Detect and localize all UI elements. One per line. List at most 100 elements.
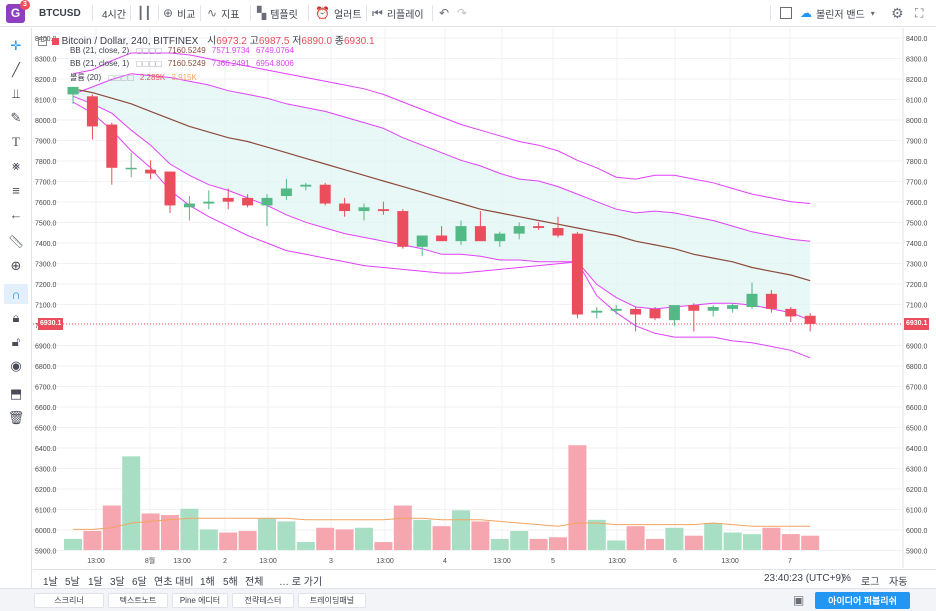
main-legend[interactable]: − Bitcoin / Dollar, 240, BITFINEX 시6973.…: [38, 32, 375, 47]
ruler-tool[interactable]: 📏︎: [4, 232, 28, 252]
percent-toggle[interactable]: %: [842, 573, 851, 584]
bb2-legend[interactable]: BB (21, close, 1) ▢▢▢▢ 7160.5249 7366.24…: [70, 59, 294, 68]
y-tick-label-left: 7600.0: [35, 200, 57, 207]
bollinger-lower-2: [72, 101, 811, 359]
symbol-search[interactable]: BTCUSD: [39, 7, 81, 19]
bb1-legend[interactable]: BB (21, close, 2) ▢▢▢▢ 7160.5249 7571.97…: [70, 46, 294, 55]
trash-icon: 🗑︎: [7, 410, 25, 425]
divider: [92, 5, 93, 21]
tab-strategy-tester[interactable]: 전략테스터: [232, 593, 294, 608]
range-5y[interactable]: 5해: [223, 577, 238, 588]
volume-bar: [704, 523, 723, 550]
x-tick-label: 13:00: [721, 558, 739, 565]
bb2-value-3: 6954.8006: [255, 59, 294, 68]
unlock-tool[interactable]: 🔓︎: [4, 332, 28, 352]
x-tick-label: 7: [788, 558, 792, 565]
trash-tool[interactable]: 🗑︎: [4, 408, 28, 428]
volume-bar: [452, 510, 470, 550]
indicators-button[interactable]: ∿ 지표: [207, 0, 239, 26]
tab-screener[interactable]: 스크리너: [34, 593, 104, 608]
tab-trading-panel[interactable]: 트레이딩패널: [298, 593, 366, 608]
trendline-tool[interactable]: ╱: [4, 60, 28, 80]
volume-bar: [762, 527, 781, 550]
layers-tool[interactable]: ⬒: [4, 384, 28, 404]
y-tick-label-left: 7200.0: [35, 282, 57, 289]
undo-icon: ↶: [439, 6, 450, 20]
volume-legend[interactable]: 볼륨 (20) ▢▢▢▢ 2.289K 3.915K: [70, 72, 197, 83]
tab-pine-editor[interactable]: Pine 에디터: [172, 593, 228, 608]
lock-icon: 🔒︎: [12, 310, 20, 325]
lock-tool[interactable]: 🔒︎: [4, 308, 28, 328]
candle-body: [474, 226, 486, 242]
eye-icon: ◉: [10, 358, 22, 373]
y-tick-label-left: 7300.0: [35, 262, 57, 269]
log-toggle[interactable]: 로그: [861, 577, 880, 588]
y-tick-label-left: 6100.0: [35, 508, 57, 515]
volume-bar: [122, 456, 141, 550]
back-tool[interactable]: ←: [4, 204, 28, 224]
candle-body: [222, 197, 234, 202]
publish-idea-button[interactable]: 아이디어 퍼블리쉬: [815, 592, 910, 609]
templates-label: 템플릿: [270, 9, 298, 21]
x-tick-label: 13:00: [259, 558, 277, 565]
goto-date-button[interactable]: … 로 가기: [279, 577, 323, 588]
magnet-tool[interactable]: ∩: [4, 284, 28, 304]
layout-checkbox[interactable]: [780, 0, 792, 26]
alerts-button[interactable]: ⏰ 얼러트: [315, 0, 362, 26]
alerts-label: 얼러트: [333, 9, 362, 21]
text-tool[interactable]: T: [4, 132, 28, 152]
compare-button[interactable]: ⊕ 비교: [163, 0, 195, 26]
range-all[interactable]: 전체: [245, 577, 264, 588]
templates-button[interactable]: ▚ 템플릿: [257, 0, 298, 26]
x-tick-label: 13:00: [608, 558, 626, 565]
x-tick-label: 13:00: [173, 558, 191, 565]
candle-body: [610, 308, 622, 311]
series-swatch: [51, 37, 59, 45]
range-1m[interactable]: 1달: [88, 577, 103, 588]
y-tick-label-right: 6100.0: [906, 508, 928, 515]
y-tick-label-right: 5900.0: [906, 549, 928, 556]
fullscreen-button[interactable]: ⛶: [915, 0, 927, 26]
pitchfork-tool[interactable]: ⫫: [4, 84, 28, 104]
candle-body: [649, 308, 661, 319]
volume-bar: [355, 527, 373, 550]
collapse-icon[interactable]: −: [38, 36, 47, 46]
redo-button[interactable]: ↷: [457, 0, 471, 26]
candle-body: [67, 86, 79, 95]
range-1d[interactable]: 1날: [43, 577, 58, 588]
visibility-tool[interactable]: ◉: [4, 356, 28, 376]
clock[interactable]: 23:40:23 (UTC+9): [764, 573, 845, 584]
y-tick-label-right: 8300.0: [906, 57, 928, 64]
camera-icon[interactable]: ▣: [793, 593, 805, 607]
candle-body: [203, 201, 215, 204]
plus-circle-icon: ⊕: [163, 6, 174, 20]
range-5d[interactable]: 5날: [65, 577, 80, 588]
volume-bar: [296, 542, 315, 550]
chart-style-button[interactable]: ┃┃: [137, 0, 155, 26]
replay-button[interactable]: ⏮ 리플레이: [372, 0, 424, 26]
tab-text-notes[interactable]: 텍스트노트: [108, 593, 168, 608]
legend-controls-icon[interactable]: ▢▢▢▢: [107, 73, 134, 82]
range-1y[interactable]: 1해: [200, 577, 215, 588]
price-chart[interactable]: 8400.08300.08200.08100.08000.07900.07800…: [33, 28, 936, 568]
range-6m[interactable]: 6달: [132, 577, 147, 588]
legend-controls-icon[interactable]: ▢▢▢▢: [135, 46, 162, 55]
pattern-tool[interactable]: ⨳: [4, 156, 28, 176]
range-ytd[interactable]: 연초 대비: [154, 577, 194, 588]
study-template-label: 볼린저 밴드: [816, 9, 865, 21]
y-tick-label-left: 8100.0: [35, 98, 57, 105]
undo-button[interactable]: ↶: [439, 0, 453, 26]
interval-button[interactable]: 4시간: [102, 9, 126, 21]
brush-tool[interactable]: ✎: [4, 108, 28, 128]
range-3m[interactable]: 3달: [110, 577, 125, 588]
zoom-tool[interactable]: ⊕: [4, 256, 28, 276]
crosshair-tool[interactable]: ✛: [4, 36, 28, 56]
settings-button[interactable]: ⚙: [891, 0, 908, 26]
study-template-button[interactable]: ☁ 볼린저 밴드 ▾: [800, 0, 879, 26]
prediction-tool[interactable]: ≡: [4, 180, 28, 200]
magnet-icon: ∩: [11, 286, 21, 302]
legend-controls-icon[interactable]: ▢▢▢▢: [135, 59, 162, 68]
auto-toggle[interactable]: 자동: [889, 577, 908, 588]
